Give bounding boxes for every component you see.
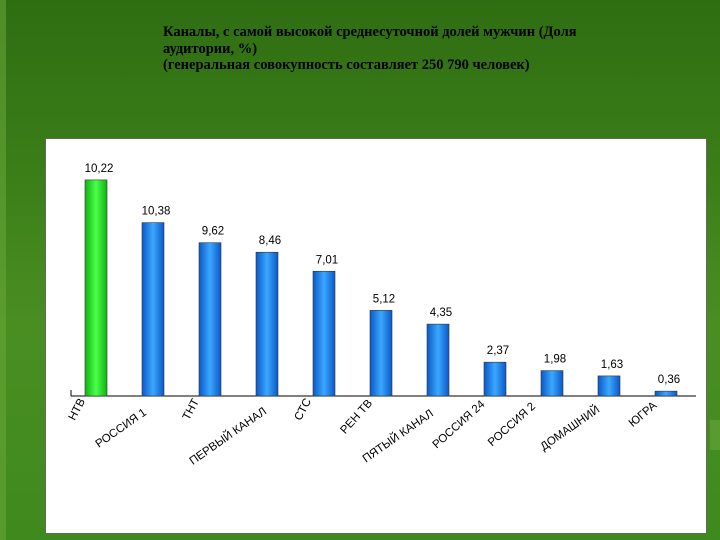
value-label-5: 7,01 <box>316 254 338 266</box>
value-label-3: 9,62 <box>202 226 224 238</box>
value-label-2: 10,38 <box>142 206 171 218</box>
right-decorative-mark <box>710 420 720 450</box>
bar-9 <box>540 370 564 397</box>
chart-panel: 10,22 10,38 9,62 8,46 7,01 5,12 4,35 2,37 1,98 1,… <box>45 138 707 534</box>
bar-1 <box>84 179 108 397</box>
bar-2 <box>141 222 165 397</box>
category-label-7: ПЯТЫЙ КАНАЛ <box>360 407 436 465</box>
category-label-3: ТНТ <box>181 397 202 422</box>
bar-8 <box>483 361 507 397</box>
value-label-11: 0,36 <box>658 374 680 386</box>
value-label-10: 1,63 <box>601 359 623 371</box>
category-label-6: РЕН ТВ <box>338 397 375 436</box>
category-label-5: СТС <box>293 397 315 423</box>
bar-5 <box>312 270 336 397</box>
left-decorative-strip <box>0 0 6 540</box>
value-label-7: 4,35 <box>430 307 452 319</box>
bar-chart: 10,22 10,38 9,62 8,46 7,01 5,12 4,35 2,37 1,98 1,… <box>67 163 696 468</box>
category-label-11: ЮГРА <box>627 399 660 429</box>
category-label-2: РОССИЯ 1 <box>94 407 149 451</box>
title-line-2: аудитории, %) <box>163 40 258 57</box>
value-label-4: 8,46 <box>259 235 281 247</box>
category-label-9: РОССИЯ 2 <box>486 401 538 449</box>
value-label-8: 2,37 <box>487 345 509 357</box>
bar-10 <box>597 375 621 397</box>
category-label-8: РОССИЯ 24 <box>431 398 488 451</box>
value-label-9: 1,98 <box>544 354 566 366</box>
bar-4 <box>255 251 279 397</box>
bar-3 <box>198 242 222 397</box>
category-label-10: ДОМАШНИЙ <box>538 403 602 453</box>
category-label-1: НТВ <box>67 396 89 422</box>
value-label-6: 5,12 <box>373 293 395 305</box>
bar-11 <box>654 390 678 397</box>
title-line-1: Каналы, с самой высокой среднесуточной д… <box>163 24 577 40</box>
chart-title: Каналы, с самой высокой среднесуточной д… <box>163 24 683 74</box>
bar-6 <box>369 310 393 397</box>
value-label-1: 10,22 <box>85 163 114 175</box>
category-label-4: ПЕРВЫЙ КАНАЛ <box>187 405 269 468</box>
bar-7 <box>426 323 450 397</box>
title-line-3: (генеральная совокупность составляет 250… <box>163 57 530 73</box>
